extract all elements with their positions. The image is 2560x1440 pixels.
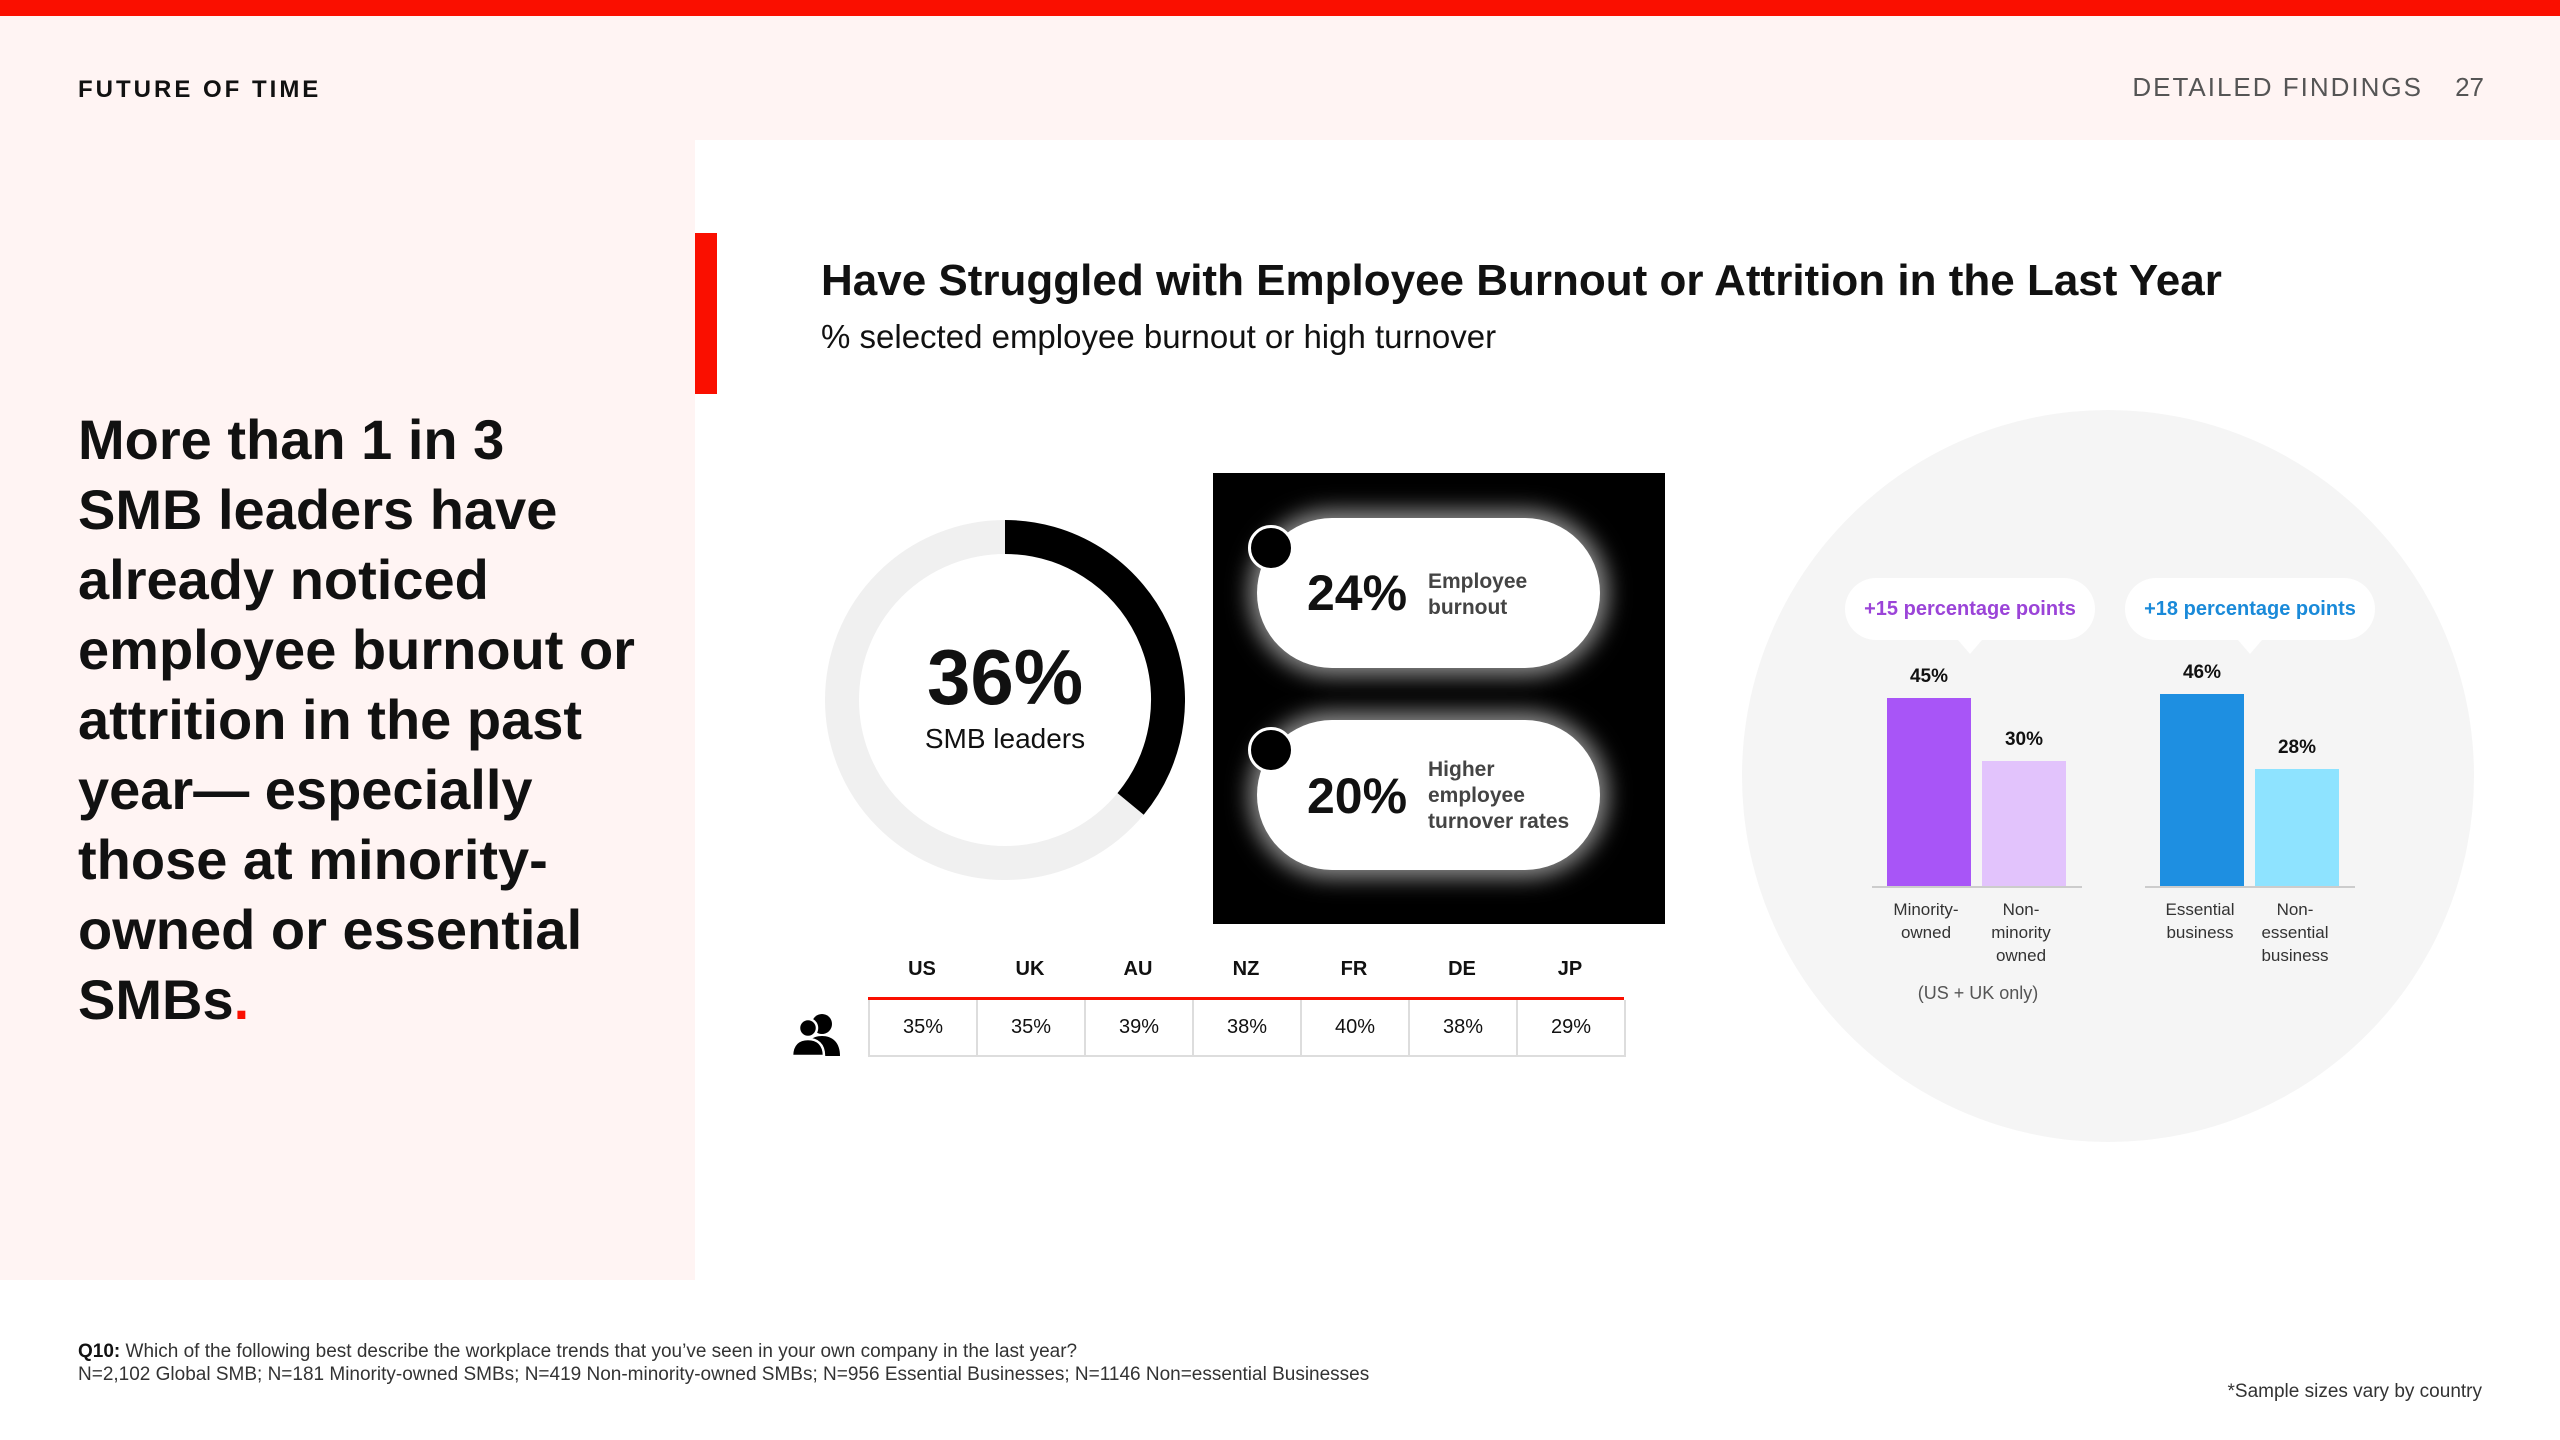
- sample-note: *Sample sizes vary by country: [2227, 1381, 2483, 1402]
- country-col-au: AU: [1123, 958, 1153, 980]
- bar-baseline: [2145, 886, 2355, 888]
- table-divider: [868, 997, 1624, 1000]
- table-cell: 38%: [1410, 1000, 1518, 1055]
- bar-minority-owned: [1887, 698, 1971, 886]
- headline-text: More than 1 in 3 SMB leaders have alread…: [78, 408, 635, 1031]
- headline-dot: .: [233, 968, 250, 1031]
- stat-pill-burnout: [1257, 518, 1600, 668]
- bar-baseline: [1872, 886, 2082, 888]
- table-cell: 40%: [1302, 1000, 1410, 1055]
- country-table-row: 35% 35% 39% 38% 40% 38% 29%: [868, 1000, 1626, 1057]
- callout-essential: +18 percentage points: [2125, 578, 2375, 654]
- donut-value: 36%: [926, 633, 1084, 721]
- bar-non-essential: [2255, 769, 2339, 886]
- headline: More than 1 in 3 SMB leaders have alread…: [78, 405, 638, 1035]
- country-col-uk: UK: [1015, 958, 1045, 980]
- donut-label: SMB leaders: [924, 723, 1086, 754]
- bar-value-label: 45%: [1909, 666, 1949, 687]
- stat-dot-icon: [1248, 525, 1294, 571]
- donut-arc: [1004, 520, 1185, 815]
- country-col-de: DE: [1448, 958, 1476, 980]
- left-panel: [0, 16, 695, 1280]
- people-icon: [790, 1014, 840, 1058]
- table-cell: 38%: [1194, 1000, 1302, 1055]
- callout-minority: +15 percentage points: [1845, 578, 2095, 654]
- table-cell: 39%: [1086, 1000, 1194, 1055]
- page-number: 27: [2455, 72, 2484, 102]
- table-cell: 35%: [870, 1000, 978, 1055]
- stat-value: 24%: [1307, 565, 1408, 621]
- bar-category-label: Non-essential business: [2261, 900, 2329, 965]
- bar-category-label: Non-minority owned: [1991, 900, 2051, 965]
- country-col-us: US: [908, 958, 936, 980]
- bar-category-label: Minority-owned: [1893, 900, 1959, 942]
- donut-chart: [825, 520, 1185, 880]
- top-accent-bar: [0, 0, 2560, 16]
- brand-title: FUTURE OF TIME: [78, 76, 322, 103]
- chart-title: Have Struggled with Employee Burnout or …: [821, 256, 2222, 305]
- stat-pill-turnover: [1257, 720, 1600, 870]
- stat-label: Higher employee turnover rates: [1428, 758, 1570, 833]
- top-strip: [695, 16, 2560, 140]
- stat-value: 20%: [1307, 768, 1408, 824]
- country-table: US UK AU NZ FR DE JP 35% 35% 39% 38% 40%…: [868, 958, 1626, 1057]
- stat-label: Employee burnout: [1428, 570, 1528, 619]
- section-label: DETAILED FINDINGS: [2132, 72, 2423, 102]
- country-col-fr: FR: [1340, 958, 1368, 980]
- chart-subtitle: % selected employee burnout or high turn…: [821, 318, 1497, 355]
- table-cell: 35%: [978, 1000, 1086, 1055]
- comparison-circle: [1742, 410, 2474, 1142]
- bar-value-label: 28%: [2277, 737, 2317, 759]
- bar-value-label: 46%: [2182, 661, 2222, 683]
- country-col-nz: NZ: [1232, 958, 1260, 980]
- bar-category-label: Essential business: [2165, 900, 2235, 942]
- bar-essential: [2160, 693, 2244, 886]
- country-col-jp: JP: [1557, 958, 1583, 980]
- sample-sizes: N=2,102 Global SMB; N=181 Minority-owned…: [78, 1364, 1370, 1385]
- stat-dot-icon: [1248, 727, 1294, 773]
- bar-non-minority-owned: [1982, 760, 2066, 886]
- bar-value-label: 30%: [2004, 728, 2044, 750]
- question-text: Which of the following best describe the…: [125, 1341, 1078, 1362]
- question-label: Q10:: [78, 1341, 121, 1362]
- bar-note: (US + UK only): [1917, 983, 2039, 1003]
- table-cell: 29%: [1550, 1016, 1592, 1038]
- title-accent-bar: [695, 233, 717, 394]
- country-table-header: US UK AU NZ FR DE JP: [868, 958, 1626, 981]
- question-footnote: Q10: Which of the following best describ…: [78, 1340, 1678, 1386]
